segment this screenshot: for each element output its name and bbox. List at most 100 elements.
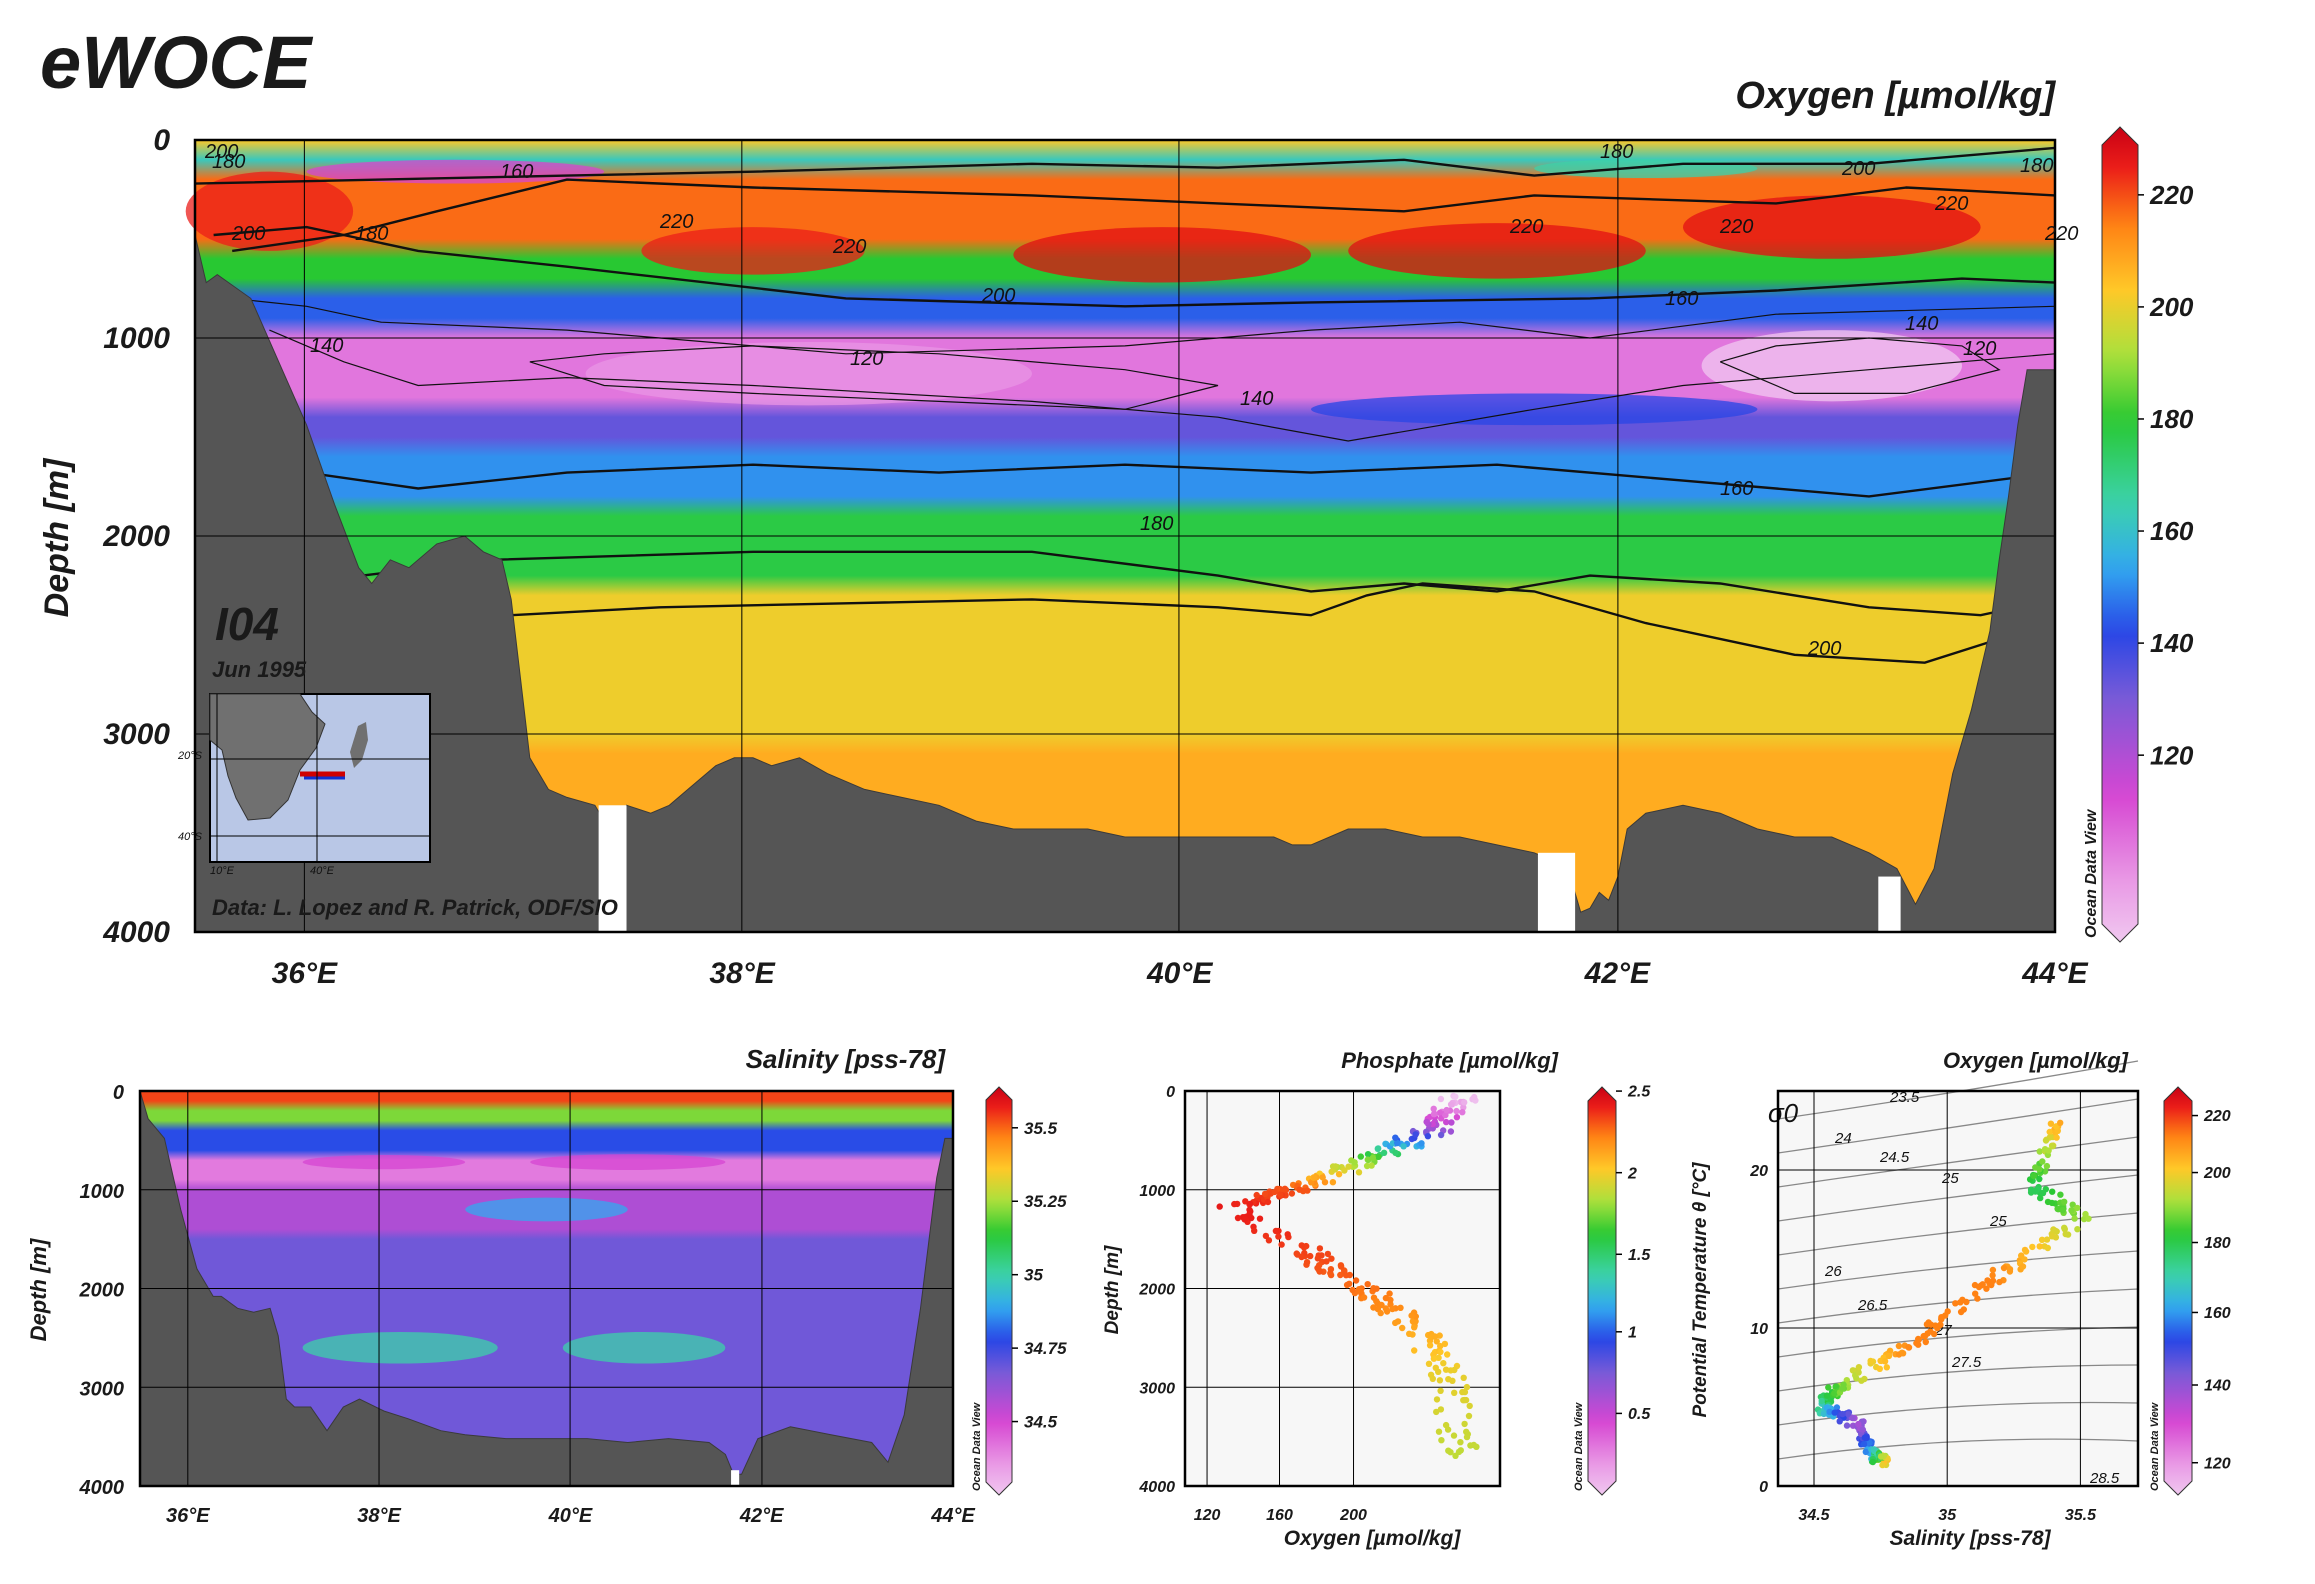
- scatter-point: [1974, 1295, 1981, 1302]
- scatter-point: [2053, 1134, 2060, 1141]
- phosphate-colorbar: 2.5 2 1.5 1 0.5 Ocean Data View: [1573, 1084, 1651, 1496]
- scatter-point: [2069, 1201, 2076, 1208]
- isopycnal-line: [1777, 1250, 2139, 1290]
- contour-label: 180: [1140, 513, 1173, 535]
- scatter-point: [1839, 1385, 1846, 1392]
- isopycnal-label: 26: [1824, 1263, 1842, 1280]
- scatter-point: [1437, 1406, 1445, 1413]
- scatter-point: [1425, 1360, 1433, 1368]
- scatter-point: [2049, 1188, 2056, 1195]
- y-tick-label: 0: [113, 1082, 124, 1104]
- scatter-point: [1989, 1272, 1996, 1279]
- scatter-point: [1429, 1375, 1437, 1383]
- isopycnal-label: 23.5: [1889, 1089, 1920, 1106]
- contour-label: 200: [231, 223, 265, 245]
- scatter-point: [1411, 1324, 1418, 1331]
- scatter-point: [1364, 1151, 1372, 1158]
- scatter-point: [1345, 1163, 1352, 1170]
- section-date: Jun 1995: [212, 657, 307, 682]
- scatter-point: [1272, 1227, 1280, 1235]
- scatter-point: [2030, 1172, 2038, 1180]
- scatter-point: [2037, 1194, 2044, 1202]
- scatter-point: [1437, 1387, 1444, 1395]
- scatter-point: [1369, 1154, 1377, 1162]
- contour-line: [362, 550, 2056, 617]
- ocean-data-view-watermark: Ocean Data View: [971, 1401, 983, 1491]
- x-tick-label: 42°E: [739, 1505, 784, 1527]
- scatter-point: [2047, 1120, 2055, 1127]
- scatter-point: [1423, 1118, 1430, 1126]
- scatter-point: [1996, 1278, 2003, 1286]
- y-axis-label: Depth [m]: [38, 457, 76, 617]
- colorbar-tick-label: 160: [2150, 516, 2194, 546]
- scatter-point: [1866, 1439, 1874, 1446]
- scatter-point: [2029, 1243, 2036, 1251]
- scatter-point: [1316, 1268, 1323, 1275]
- plot-frame: [193, 138, 2057, 934]
- scatter-point: [1459, 1109, 1466, 1116]
- y-tick-label: 2000: [1138, 1282, 1175, 1299]
- scatter-point: [1435, 1428, 1443, 1435]
- missing-data: [1878, 876, 1901, 932]
- scatter-point: [1327, 1271, 1335, 1279]
- scatter-point: [1424, 1133, 1432, 1140]
- scatter-point: [1925, 1319, 1932, 1326]
- scatter-point: [1241, 1216, 1248, 1223]
- scatter-point: [1464, 1430, 1472, 1438]
- scatter-point: [1251, 1227, 1258, 1235]
- isopycnal-line: [1777, 1174, 2139, 1222]
- scatter-point: [1442, 1421, 1450, 1429]
- scatter-point: [1862, 1448, 1870, 1456]
- scatter-point: [1442, 1111, 1449, 1119]
- scatter-point: [1870, 1446, 1878, 1453]
- isopycnal-label: 25: [1989, 1213, 2007, 1230]
- y-tick-label: 2000: [79, 1280, 125, 1302]
- scatter-point: [1436, 1109, 1444, 1117]
- scatter-point: [1278, 1241, 1285, 1248]
- x-tick-label: 36°E: [166, 1505, 210, 1527]
- water-mass-blob: [562, 1331, 726, 1364]
- colorbar-tick-label: 180: [2150, 404, 2194, 434]
- oxygen-section-plot: [185, 138, 2057, 934]
- scatter-point: [1394, 1139, 1401, 1147]
- scatter-point: [1849, 1367, 1857, 1374]
- scatter-point: [1319, 1174, 1326, 1181]
- scatter-point: [1327, 1266, 1335, 1273]
- scatter-point: [1433, 1408, 1440, 1416]
- scatter-point: [1303, 1259, 1311, 1266]
- scatter-point: [1256, 1215, 1264, 1222]
- scatter-point: [1443, 1106, 1450, 1114]
- scatter-point: [1418, 1140, 1425, 1147]
- water-mass-blob: [185, 171, 354, 251]
- x-axis-label: Salinity [pss-78]: [1889, 1527, 2051, 1550]
- scatter-point: [1216, 1203, 1223, 1210]
- scatter-point: [2049, 1143, 2056, 1150]
- scatter-point: [1895, 1342, 1903, 1350]
- scatter-point: [1447, 1128, 1455, 1135]
- scatter-point: [1859, 1426, 1867, 1433]
- scatter-point: [2022, 1248, 2030, 1255]
- scatter-point: [1843, 1422, 1851, 1429]
- scatter-point: [1836, 1418, 1843, 1425]
- scatter-point: [1989, 1266, 1997, 1274]
- scatter-point: [1377, 1309, 1384, 1317]
- water-mass-blob: [1701, 330, 1963, 402]
- scatter-point: [1443, 1118, 1450, 1126]
- scatter-point: [1337, 1263, 1345, 1270]
- scatter-point: [1448, 1119, 1455, 1126]
- scatter-point: [1412, 1131, 1419, 1138]
- contour-line: [232, 178, 2056, 253]
- x-tick-label: 40°E: [548, 1505, 593, 1527]
- scatter-point: [1460, 1374, 1467, 1382]
- colorbar-tick-label: 160: [2204, 1305, 2231, 1322]
- x-tick-label: 35.5: [2065, 1507, 2097, 1524]
- x-tick-label: 35: [1938, 1507, 1957, 1524]
- plot-background: [1778, 1091, 2138, 1486]
- scatter-point: [2032, 1188, 2039, 1195]
- colorbar-ramp: [1587, 1086, 1617, 1496]
- x-tick-label: 38°E: [357, 1505, 401, 1527]
- scatter-point: [2036, 1243, 2043, 1250]
- scatter-point: [1373, 1285, 1380, 1292]
- missing-data: [1537, 852, 1576, 932]
